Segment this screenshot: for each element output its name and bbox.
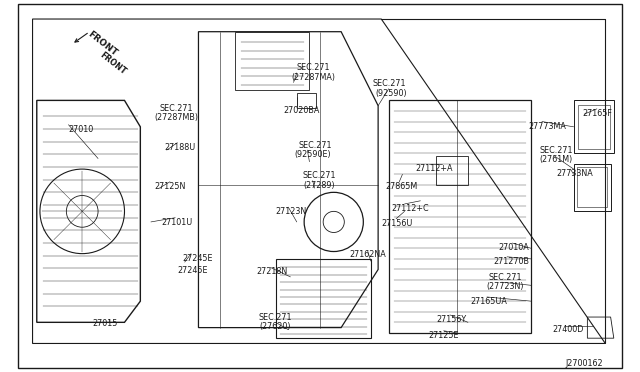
Text: SEC.271: SEC.271: [488, 273, 522, 282]
Text: 27101U: 27101U: [161, 218, 193, 227]
Text: (92590): (92590): [375, 89, 406, 98]
Text: 27188U: 27188U: [164, 143, 196, 152]
Text: 27165F: 27165F: [582, 109, 612, 118]
Bar: [236, 32, 309, 90]
Text: 27112+A: 27112+A: [415, 164, 452, 173]
Text: SEC.271: SEC.271: [299, 141, 332, 150]
Text: 27773MA: 27773MA: [528, 122, 566, 131]
Text: J2700162: J2700162: [565, 359, 603, 368]
Text: (27289): (27289): [303, 181, 335, 190]
Text: 27010A: 27010A: [499, 243, 529, 252]
Text: 27125N: 27125N: [154, 182, 186, 191]
Bar: [578, 105, 609, 149]
Text: 27245E: 27245E: [182, 254, 213, 263]
Text: 27156U: 27156U: [381, 219, 413, 228]
Text: 27123N: 27123N: [276, 207, 307, 216]
Bar: [577, 167, 607, 207]
Text: (27723N): (27723N): [486, 282, 524, 291]
Text: 27733NA: 27733NA: [557, 169, 593, 178]
Text: 27245E: 27245E: [177, 266, 208, 275]
Bar: [297, 93, 316, 108]
Text: (27287MA): (27287MA): [291, 73, 335, 82]
Text: 27010: 27010: [68, 125, 93, 134]
Text: 27125E: 27125E: [429, 331, 460, 340]
Text: FRONT: FRONT: [86, 30, 119, 58]
Text: 27162NA: 27162NA: [349, 250, 387, 259]
Bar: [573, 164, 611, 211]
Text: (92590E): (92590E): [294, 150, 332, 159]
Text: 271270B: 271270B: [493, 257, 529, 266]
Text: SEC.271: SEC.271: [373, 79, 406, 88]
Bar: [276, 259, 371, 338]
Text: 27400D: 27400D: [552, 326, 584, 334]
Text: SEC.271: SEC.271: [159, 103, 193, 113]
Bar: [573, 100, 614, 153]
Text: 27165UA: 27165UA: [470, 297, 507, 306]
Text: 27156Y: 27156Y: [436, 315, 467, 324]
Text: 27865M: 27865M: [385, 182, 418, 191]
Text: 27015: 27015: [93, 319, 118, 328]
Text: SEC.271: SEC.271: [297, 63, 330, 73]
Text: (2761M): (2761M): [540, 155, 573, 164]
Text: (27620): (27620): [260, 322, 291, 331]
Text: 27218N: 27218N: [257, 267, 288, 276]
Text: SEC.271: SEC.271: [259, 313, 292, 322]
Text: 27112+C: 27112+C: [392, 204, 429, 213]
Text: SEC.271: SEC.271: [302, 171, 335, 180]
Text: SEC.271: SEC.271: [540, 146, 573, 155]
Text: FRONT: FRONT: [98, 51, 127, 77]
Text: 27020BA: 27020BA: [283, 106, 319, 115]
Text: (27287MB): (27287MB): [154, 113, 198, 122]
